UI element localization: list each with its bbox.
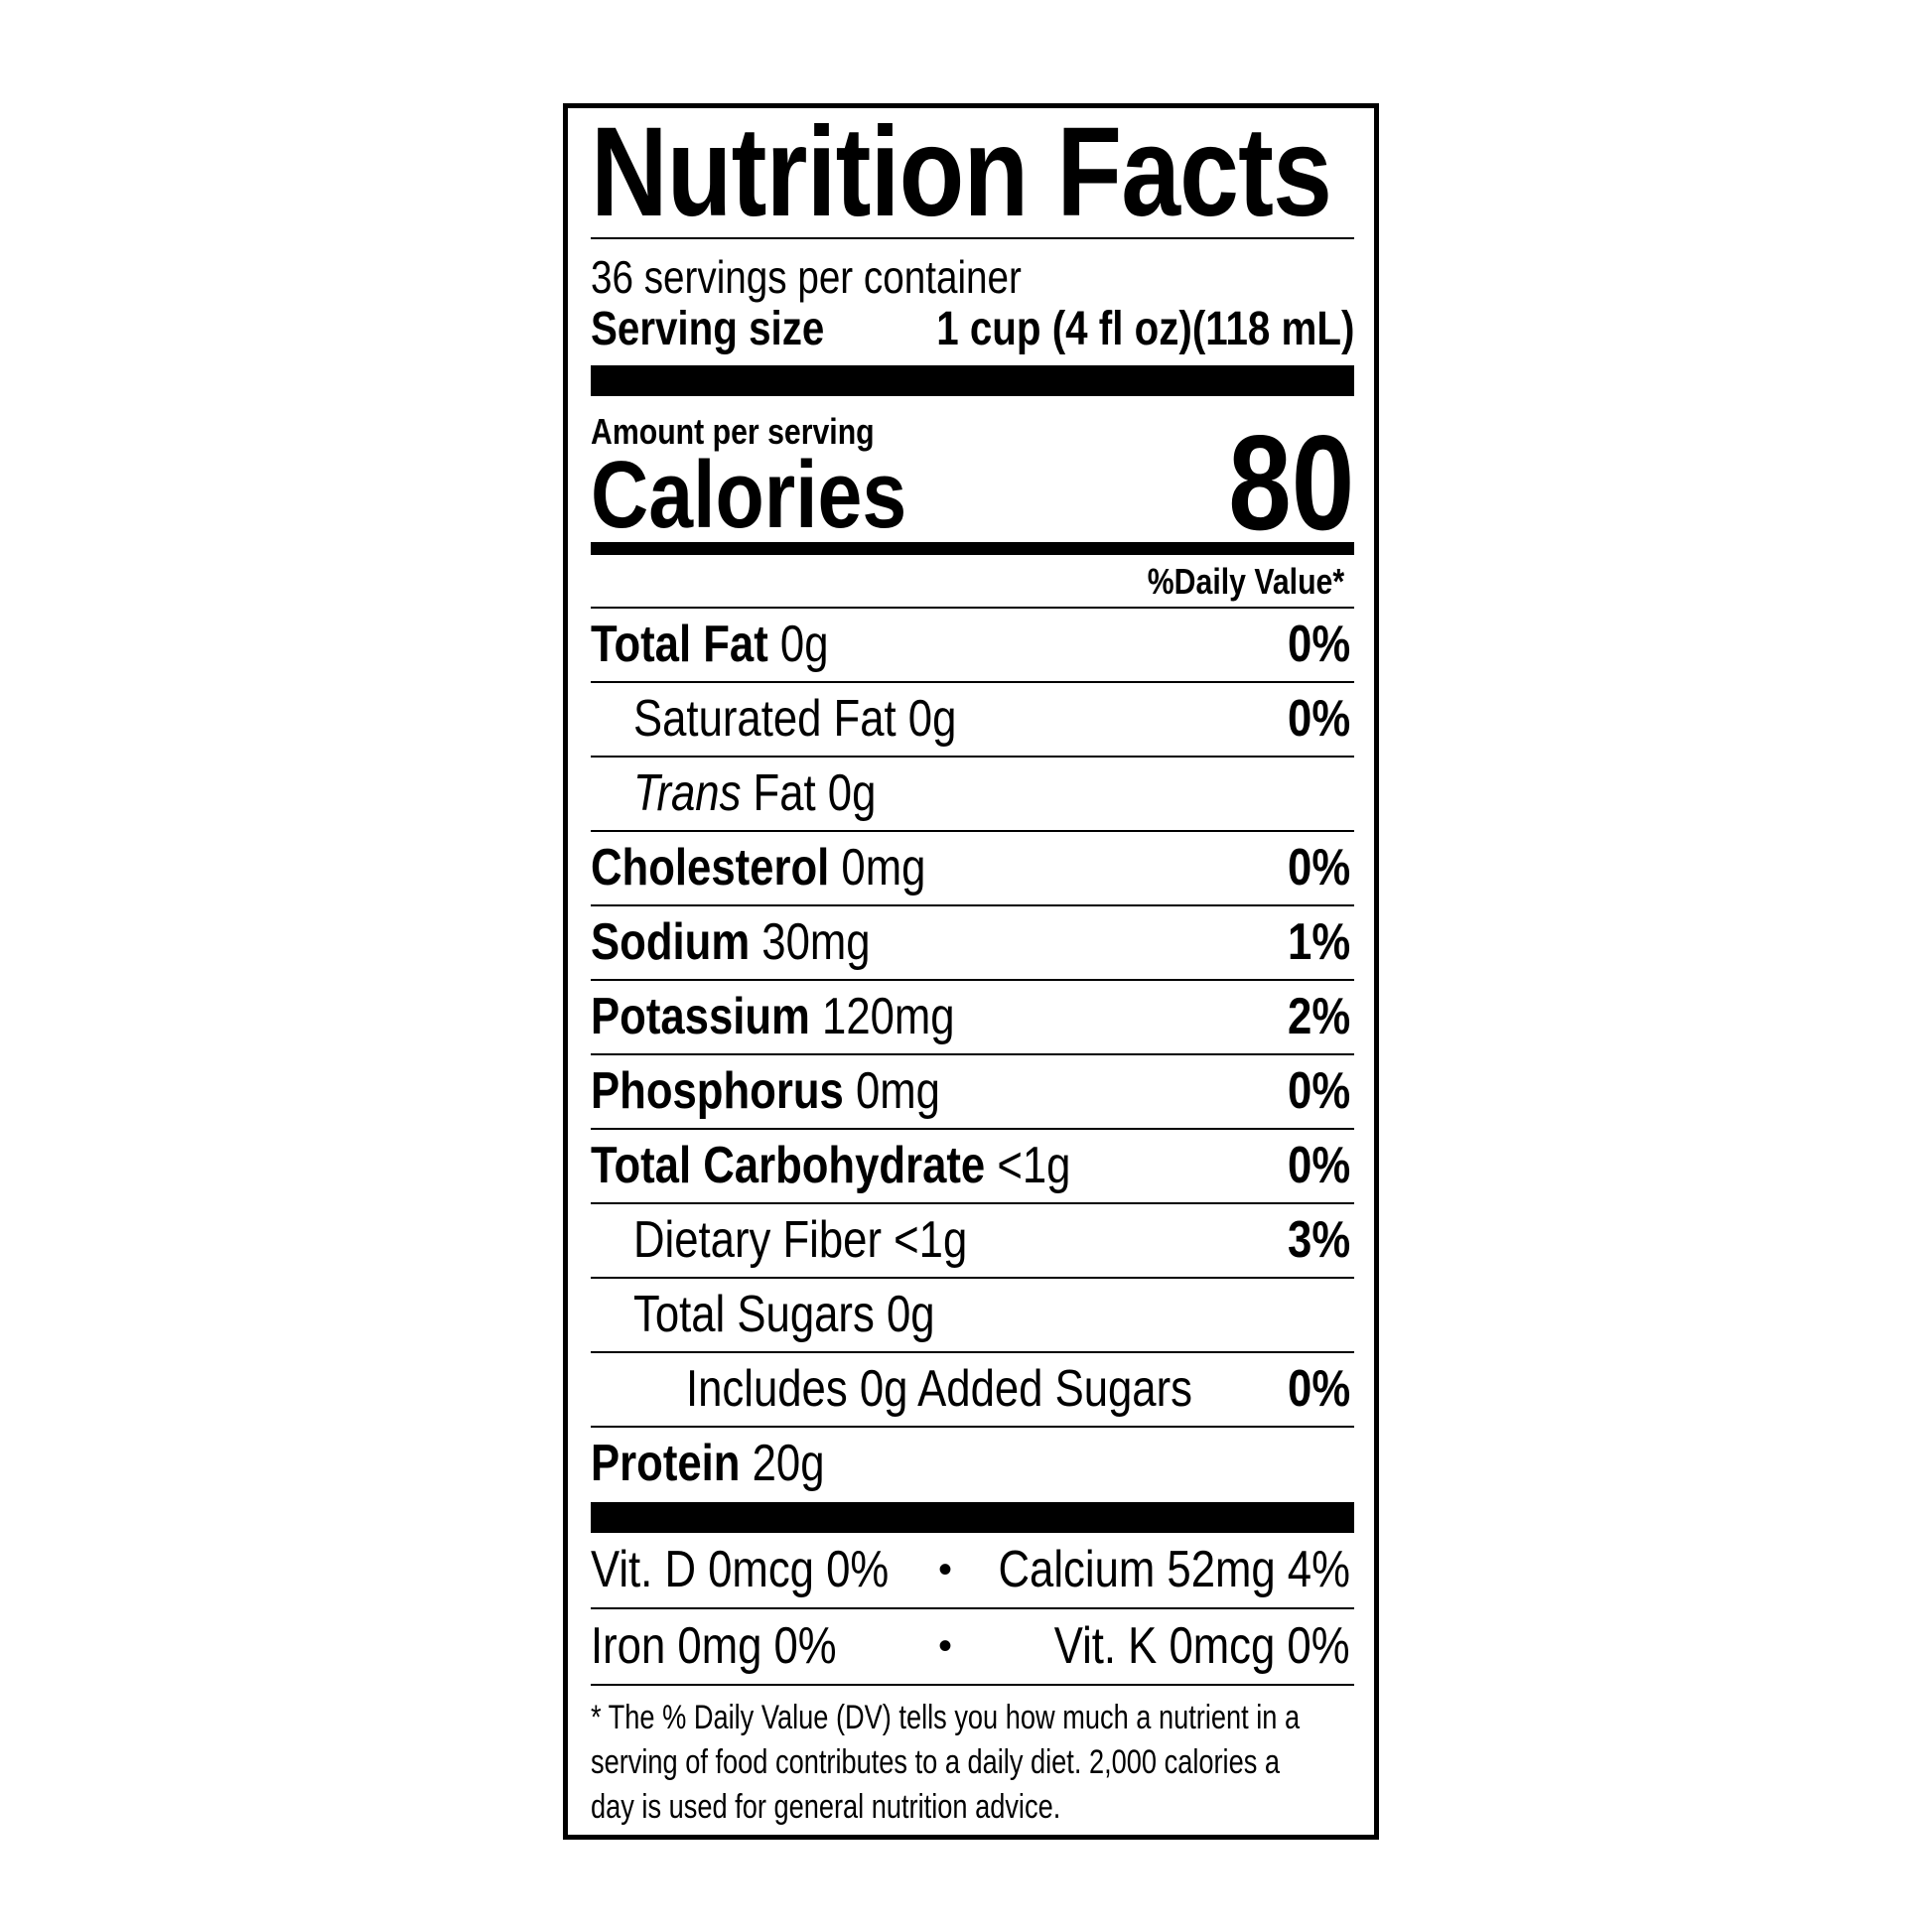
nutrient-row: Sodium 30mg 1% bbox=[591, 906, 1354, 981]
amount-per-serving: Amount per serving bbox=[591, 411, 875, 452]
calories-section: Amount per serving Calories 80 bbox=[591, 396, 1354, 550]
bullet-icon: • bbox=[938, 1548, 953, 1591]
micronutrient-row: Vit. D 0mcg 0% • Calcium 52mg 4% bbox=[591, 1533, 1354, 1609]
micronutrient-row: Iron 0mg 0% • Vit. K 0mcg 0% bbox=[591, 1609, 1354, 1686]
nutrient-row: Saturated Fat 0g 0% bbox=[591, 683, 1354, 758]
nutrient-row: Includes 0g Added Sugars 0% bbox=[591, 1353, 1354, 1428]
nutrient-row: Total Carbohydrate <1g 0% bbox=[591, 1130, 1354, 1204]
footnote: * The % Daily Value (DV) tells you how m… bbox=[591, 1699, 1301, 1826]
nutrient-row: Trans Fat 0g bbox=[591, 758, 1354, 832]
nutrient-row: Protein 20g bbox=[591, 1435, 825, 1492]
serving-info: 36 servings per container Serving size 1… bbox=[591, 239, 1354, 365]
divider-thick bbox=[591, 365, 1354, 396]
nutrient-row: Total Sugars 0g bbox=[591, 1279, 1354, 1353]
nutrition-facts-label: Nutrition Facts 36 servings per containe… bbox=[563, 103, 1379, 1840]
calories-label: Calories bbox=[591, 442, 907, 548]
label-title: Nutrition Facts bbox=[591, 108, 1354, 239]
nutrient-row: Dietary Fiber <1g 3% bbox=[591, 1204, 1354, 1279]
nutrient-row: Phosphorus 0mg 0% bbox=[591, 1055, 1354, 1130]
servings-per-container: 36 servings per container bbox=[591, 251, 1022, 303]
nutrient-row: Total Fat 0g 0% bbox=[591, 609, 1354, 683]
nutrient-row: Potassium 120mg 2% bbox=[591, 981, 1354, 1055]
nutrient-row: Cholesterol 0mg 0% bbox=[591, 832, 1354, 906]
divider-medium bbox=[591, 542, 1354, 555]
divider-thick bbox=[591, 1502, 1354, 1533]
bullet-icon: • bbox=[938, 1624, 953, 1668]
daily-value-header: %Daily Value* bbox=[591, 555, 1354, 609]
calories-value: 80 bbox=[1227, 407, 1354, 558]
serving-size: Serving size 1 cup (4 fl oz)(118 mL) bbox=[591, 303, 1354, 355]
